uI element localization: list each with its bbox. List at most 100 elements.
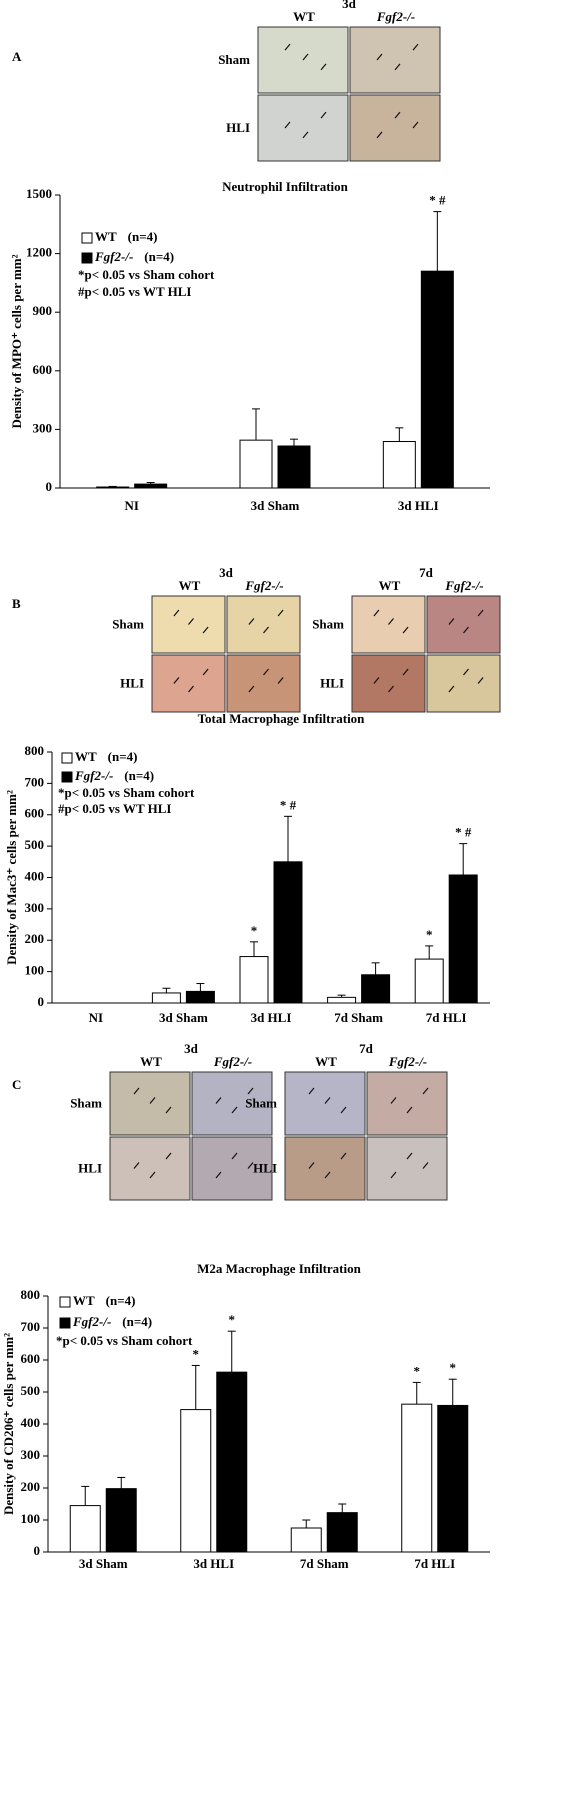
arrow [188, 685, 194, 693]
row-label: HLI [120, 675, 144, 690]
y-tick-label: 800 [21, 1287, 41, 1302]
arrow [373, 677, 380, 684]
bar [134, 483, 168, 489]
arrow [247, 1162, 254, 1169]
bar [96, 486, 130, 489]
micrograph [366, 1136, 448, 1201]
significance-note: #p< 0.05 vs WT HLI [58, 801, 172, 816]
bar [414, 958, 444, 1004]
micrograph [426, 595, 501, 654]
arrow [202, 626, 209, 634]
arrow [133, 1162, 140, 1169]
y-tick-label: 200 [25, 931, 45, 946]
legend-note: (n=4) [128, 229, 158, 244]
arrow [373, 609, 380, 617]
bar [448, 874, 478, 1004]
arrow [324, 1171, 331, 1179]
y-tick-label: 900 [33, 303, 53, 318]
arrow [340, 1106, 347, 1114]
bar [180, 1409, 212, 1553]
row-label: Sham [112, 616, 144, 631]
column-label: Fgf2-/- [444, 578, 483, 593]
y-tick-label: 400 [21, 1415, 41, 1430]
micrograph [349, 26, 441, 94]
x-tick-label: 3d HLI [398, 498, 439, 513]
arrow [263, 668, 269, 676]
arrow [263, 626, 269, 634]
legend-swatch [61, 752, 73, 764]
y-tick-label: 300 [25, 900, 45, 915]
bar [239, 956, 269, 1004]
y-tick-label: 0 [34, 1543, 41, 1558]
micrograph [284, 1136, 366, 1201]
x-tick-label: 3d Sham [159, 1010, 208, 1025]
panel-letter: B [12, 596, 21, 611]
legend-label: Fgf2-/- [74, 768, 113, 783]
arrow [376, 53, 383, 61]
arrow [412, 121, 419, 129]
arrow [173, 609, 180, 617]
column-label: WT [293, 9, 315, 24]
time-label: 3d [219, 565, 234, 580]
arrow [340, 1152, 347, 1160]
legend-swatch [59, 1296, 71, 1308]
x-tick-label: 3d Sham [79, 1556, 128, 1571]
legend-swatch [61, 771, 73, 783]
row-label: HLI [226, 120, 250, 135]
bar [326, 1512, 358, 1553]
y-tick-label: 500 [21, 1383, 41, 1398]
legend-note: (n=4) [124, 768, 154, 783]
micrograph [366, 1071, 448, 1136]
bar [273, 861, 303, 1004]
column-label: Fgf2-/- [388, 1054, 427, 1069]
row-label: Sham [218, 52, 250, 67]
arrow [308, 1162, 315, 1169]
legend-label: Fgf2-/- [94, 249, 133, 264]
legend-note: (n=4) [108, 749, 138, 764]
arrow [248, 618, 255, 625]
y-tick-label: 100 [21, 1511, 41, 1526]
x-tick-label: NI [124, 498, 138, 513]
arrow [133, 1087, 140, 1095]
y-tick-label: 600 [21, 1351, 41, 1366]
x-tick-label: NI [89, 1010, 103, 1025]
bar [401, 1403, 433, 1553]
arrow [388, 618, 394, 625]
row-label: Sham [70, 1095, 102, 1110]
arrow [412, 43, 419, 51]
arrow [477, 677, 484, 684]
y-tick-label: 0 [46, 479, 53, 494]
bar [290, 1527, 322, 1553]
arrow [448, 685, 455, 693]
bar [151, 992, 181, 1004]
legend-label: Fgf2-/- [72, 1314, 111, 1329]
x-tick-label: 7d HLI [414, 1556, 455, 1571]
arrow [202, 668, 209, 676]
y-tick-label: 300 [33, 420, 53, 435]
micrograph [257, 94, 349, 162]
bar [239, 439, 273, 489]
arrow [324, 1097, 331, 1104]
arrow [284, 121, 291, 129]
legend-swatch [59, 1317, 71, 1329]
significance-label: * [193, 1346, 200, 1361]
legend-note: (n=4) [144, 249, 174, 264]
micrograph [426, 654, 501, 713]
arrow [422, 1087, 429, 1095]
micrograph [226, 654, 301, 713]
arrow [165, 1152, 172, 1160]
legend-label: WT [95, 229, 117, 244]
column-label: Fgf2-/- [213, 1054, 252, 1069]
time-label: 3d [342, 0, 357, 11]
y-axis-label: Density of MPO⁺ cells per mm² [9, 254, 24, 428]
y-tick-label: 700 [21, 1319, 41, 1334]
significance-note: *p< 0.05 vs Sham cohort [78, 267, 215, 282]
legend-swatch [81, 232, 93, 244]
significance-label: * # [429, 193, 446, 208]
y-tick-label: 600 [33, 362, 53, 377]
bar [185, 990, 215, 1004]
legend-swatch [81, 252, 93, 264]
arrow [402, 668, 409, 676]
legend-note: (n=4) [122, 1314, 152, 1329]
